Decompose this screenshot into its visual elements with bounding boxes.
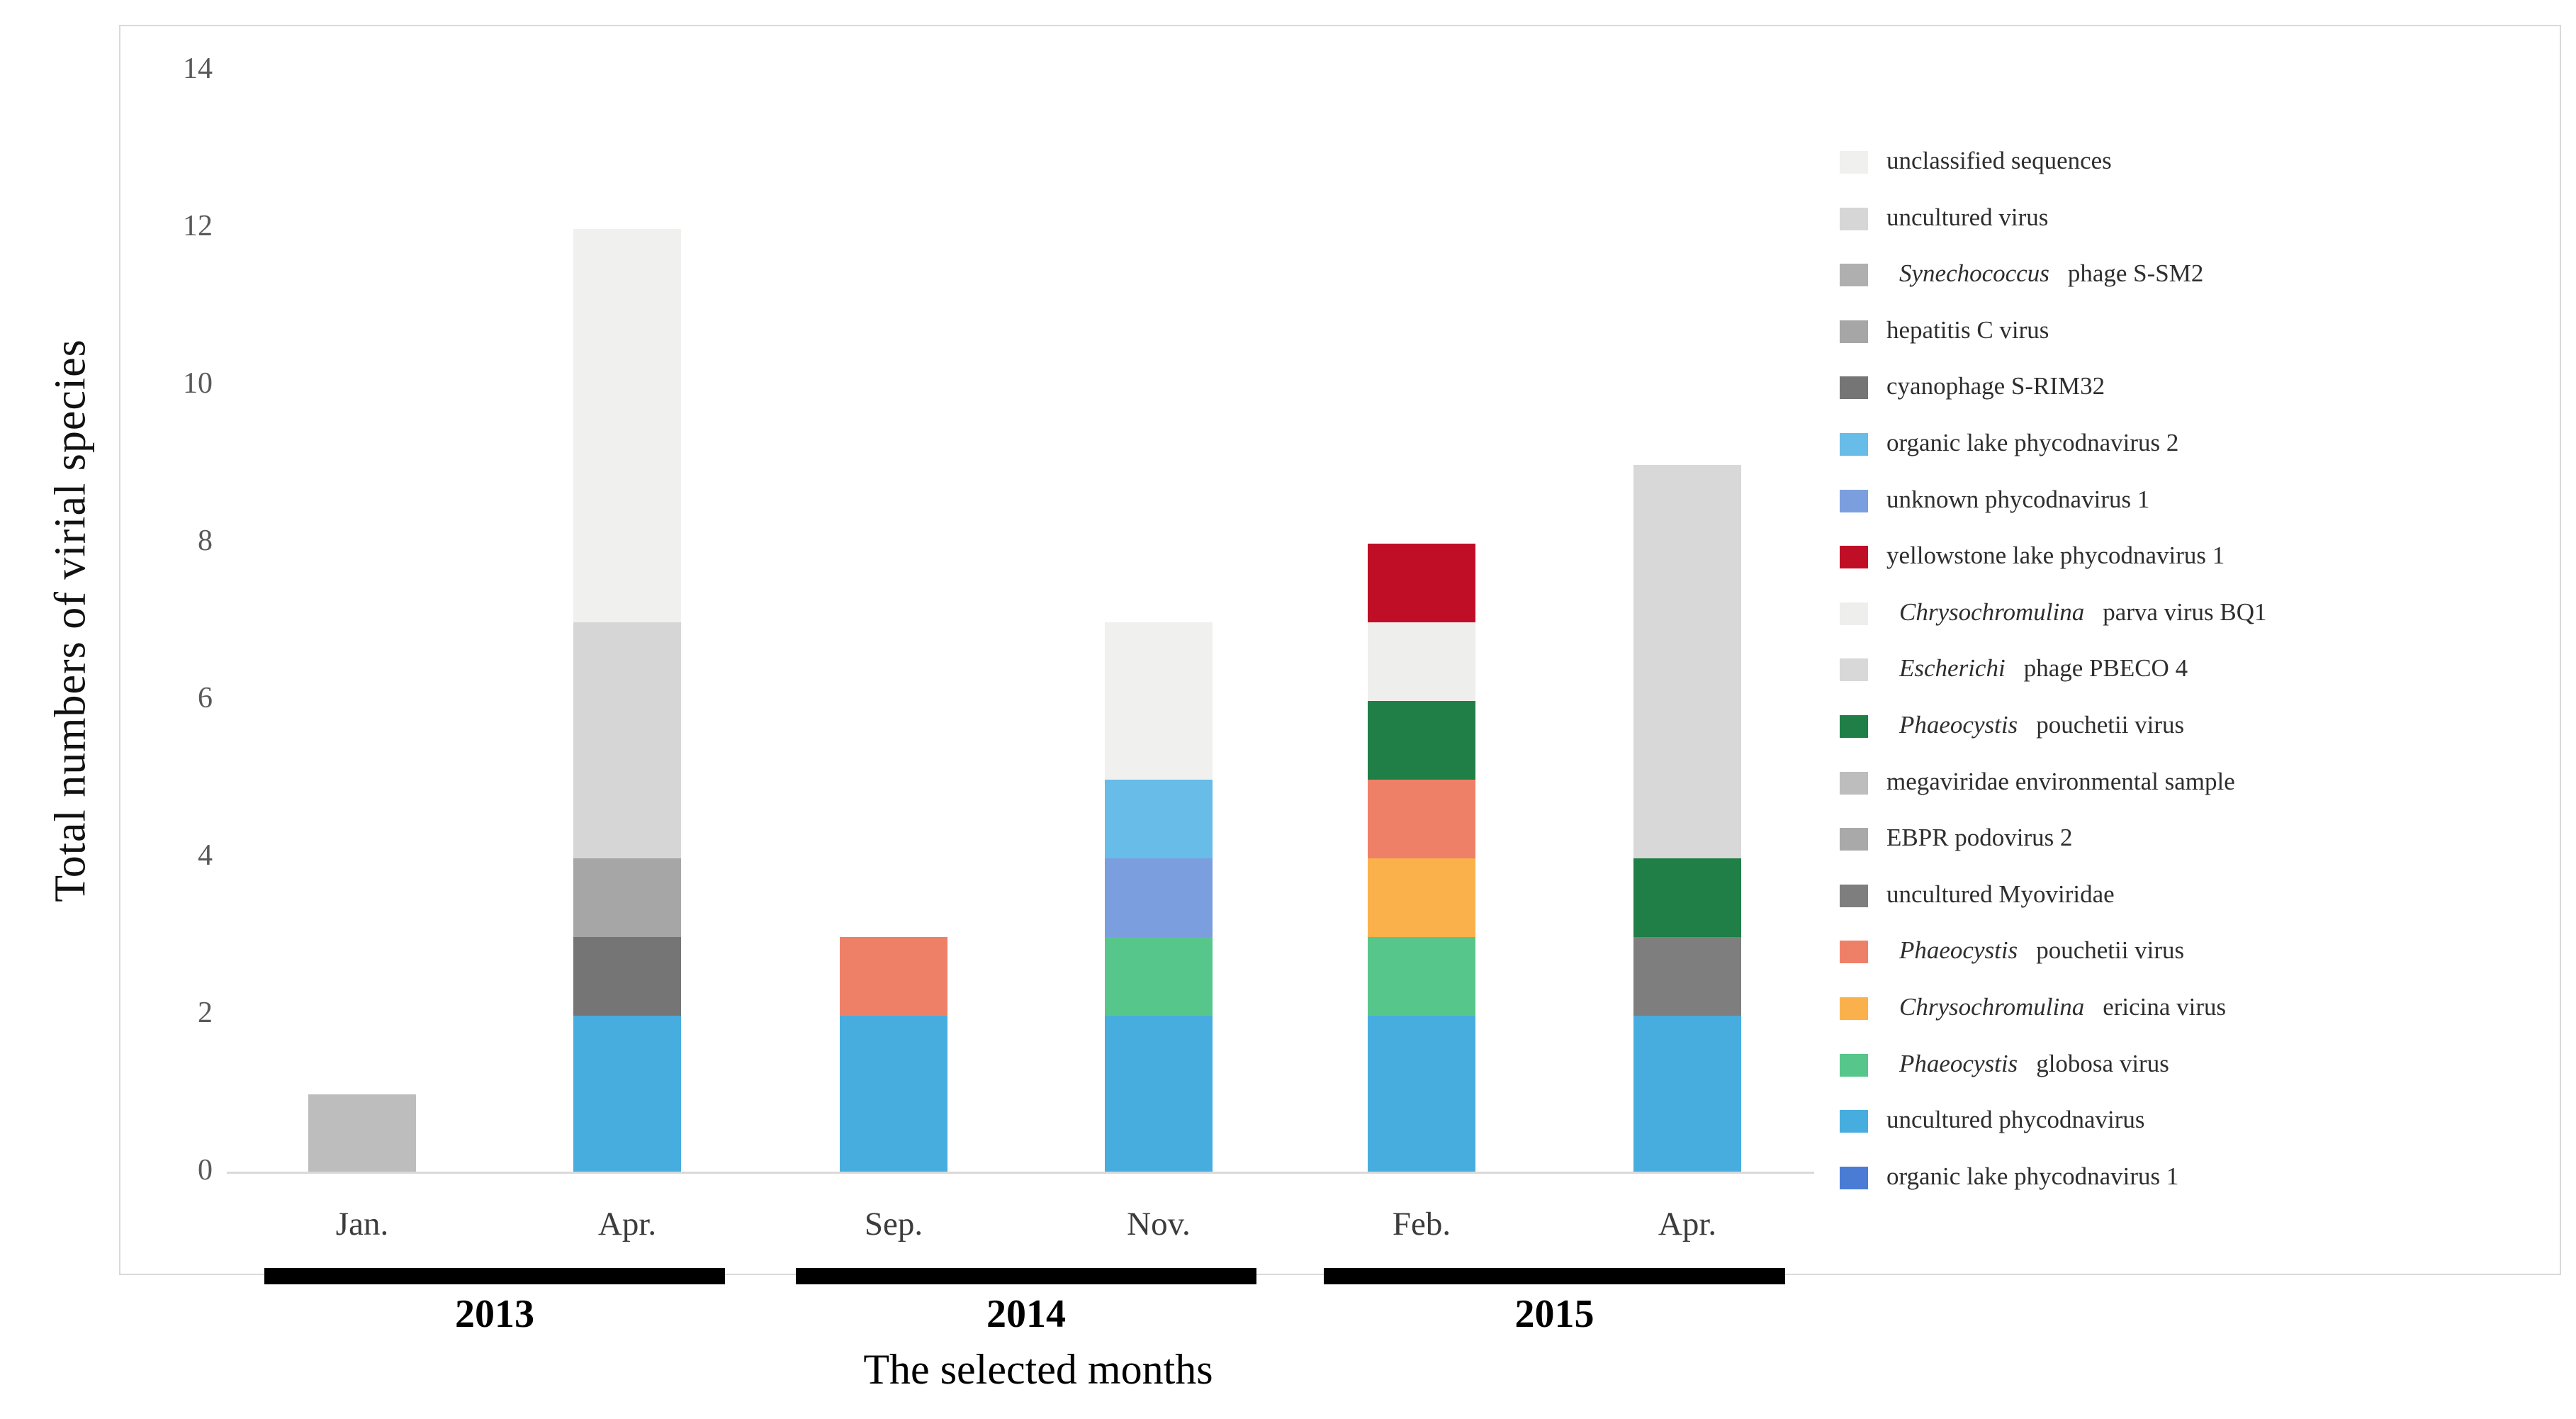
legend-label: organic lake phycodnavirus 2 <box>1886 429 2179 456</box>
legend-swatch <box>1840 1166 1868 1189</box>
legend-label-genus-italic: Chrysochromulina <box>1899 993 2085 1021</box>
bar-segment <box>573 858 681 937</box>
y-tick-label: 2 <box>198 997 213 1029</box>
legend-swatch <box>1840 1053 1868 1077</box>
month-tick-label: Nov. <box>1127 1206 1191 1243</box>
bar-segment <box>573 1016 681 1173</box>
bar-segment <box>1633 937 1741 1016</box>
bar-segment <box>308 1094 416 1173</box>
legend-swatch <box>1840 546 1868 569</box>
legend-label: megaviridae environmental sample <box>1886 767 2235 795</box>
bar-segment <box>1368 544 1475 622</box>
legend-label: organic lake phycodnavirus 1 <box>1886 1162 2179 1190</box>
legend-label-genus-italic: Synechococcus <box>1899 259 2049 288</box>
x-axis-title: The selected months <box>863 1346 1213 1393</box>
legend-swatch <box>1840 884 1868 907</box>
legend-label: EBPR podovirus 2 <box>1886 824 2073 852</box>
bar-segment <box>1368 701 1475 780</box>
bar-segment <box>1105 858 1213 937</box>
legend-label-genus-italic: Phaeocystis <box>1899 1049 2018 1077</box>
legend-label: hepatitis C virus <box>1886 315 2049 344</box>
figure-frame <box>119 25 2561 1275</box>
bar-segment <box>573 937 681 1016</box>
month-tick-label: Jan. <box>335 1206 389 1243</box>
month-tick-label: Apr. <box>1658 1206 1717 1243</box>
bar-segment <box>840 1016 947 1173</box>
legend-swatch <box>1840 1110 1868 1133</box>
legend-label-genus-italic: Phaeocystis <box>1899 936 2018 965</box>
y-tick-label: 4 <box>198 839 213 872</box>
legend-label: Phaeocystis pouchetii virus <box>1899 936 2185 965</box>
bar-segment <box>1368 937 1475 1016</box>
year-label: 2015 <box>1514 1292 1594 1336</box>
legend-label: uncultured Myoviridae <box>1886 880 2115 908</box>
legend-swatch <box>1840 658 1868 682</box>
bar-segment <box>1368 622 1475 701</box>
y-tick-label: 10 <box>183 367 213 400</box>
year-label: 2013 <box>455 1292 534 1336</box>
legend-label-genus-italic: Escherichi <box>1899 654 2006 683</box>
legend-label: uncultured virus <box>1886 203 2049 231</box>
y-tick-label: 8 <box>198 525 213 557</box>
legend-label: unknown phycodnavirus 1 <box>1886 485 2150 513</box>
legend-swatch <box>1840 207 1868 230</box>
bar-segment <box>1633 1016 1741 1173</box>
legend-swatch <box>1840 376 1868 400</box>
x-axis-baseline <box>227 1172 1814 1174</box>
legend-swatch <box>1840 151 1868 174</box>
y-tick-label: 12 <box>183 210 213 242</box>
bar-segment <box>573 622 681 858</box>
bar-segment <box>1368 1016 1475 1173</box>
legend-label: Escherichi phage PBECO 4 <box>1899 654 2188 683</box>
year-group-underline <box>1324 1268 1785 1284</box>
legend-swatch <box>1840 828 1868 851</box>
legend-swatch <box>1840 771 1868 795</box>
legend-label-genus-italic: Chrysochromulina <box>1899 598 2085 626</box>
month-tick-label: Feb. <box>1392 1206 1451 1243</box>
legend-label: cyanophage S-RIM32 <box>1886 372 2105 400</box>
month-tick-label: Apr. <box>597 1206 657 1243</box>
bar-segment <box>1633 465 1741 858</box>
legend-swatch <box>1840 602 1868 625</box>
legend-swatch <box>1840 489 1868 512</box>
legend-swatch <box>1840 997 1868 1020</box>
legend-label: Phaeocystis pouchetii virus <box>1899 711 2185 739</box>
bar-segment <box>1368 780 1475 858</box>
month-tick-label: Sep. <box>864 1206 923 1243</box>
y-tick-label: 14 <box>183 52 213 85</box>
bar-segment <box>573 229 681 622</box>
legend-label: Chrysochromulina ericina virus <box>1899 993 2227 1021</box>
legend-swatch <box>1840 433 1868 456</box>
bar-segment <box>1368 858 1475 937</box>
legend-label-genus-italic: Phaeocystis <box>1899 711 2018 739</box>
legend-label: uncultured phycodnavirus <box>1886 1106 2145 1134</box>
y-axis-title: Total numbers of virial species <box>46 339 95 902</box>
legend-swatch <box>1840 715 1868 738</box>
year-group-underline <box>796 1268 1256 1284</box>
legend-label: Chrysochromulina parva virus BQ1 <box>1899 598 2267 626</box>
legend-label: Phaeocystis globosa virus <box>1899 1049 2169 1077</box>
bar-segment <box>1105 780 1213 858</box>
legend-swatch <box>1840 941 1868 964</box>
legend-label: unclassified sequences <box>1886 147 2112 174</box>
legend-swatch <box>1840 264 1868 287</box>
y-tick-label: 0 <box>198 1154 213 1187</box>
bar-segment <box>1633 858 1741 937</box>
bar-segment <box>1105 937 1213 1016</box>
year-label: 2014 <box>986 1292 1066 1336</box>
bar-segment <box>1105 1016 1213 1173</box>
bar-segment <box>1105 622 1213 780</box>
legend-swatch <box>1840 320 1868 343</box>
y-tick-label: 6 <box>198 682 213 714</box>
legend-label: Synechococcus phage S-SM2 <box>1899 259 2204 288</box>
legend-label: yellowstone lake phycodnavirus 1 <box>1886 542 2225 570</box>
year-group-underline <box>264 1268 725 1284</box>
bar-segment <box>840 937 947 1016</box>
